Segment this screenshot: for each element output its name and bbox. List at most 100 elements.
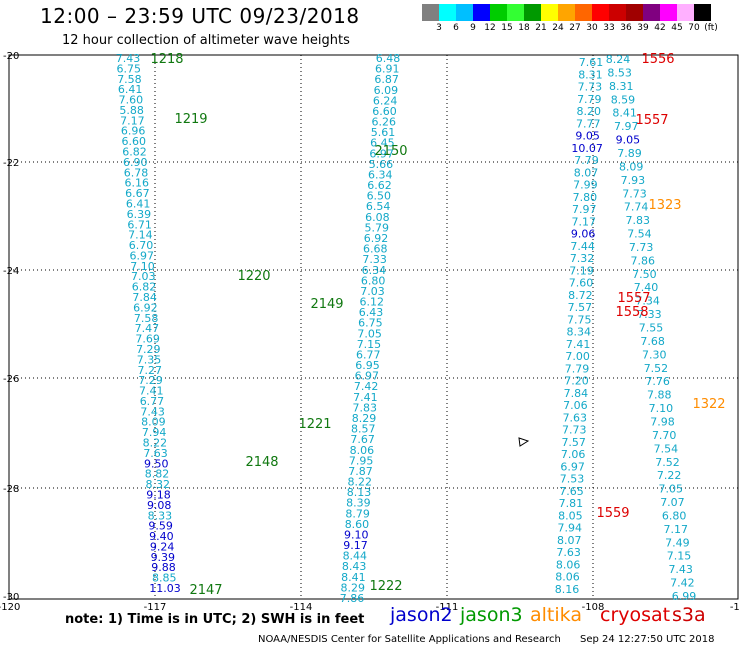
wave-height-value: 7.29 <box>138 374 163 387</box>
legend-swatch <box>677 4 694 21</box>
wave-height-value: 8.43 <box>342 560 367 573</box>
wave-height-value: 7.34 <box>635 295 660 308</box>
jason2-label: jason2 <box>390 604 453 626</box>
wave-height-value: 6.62 <box>367 179 392 192</box>
wave-height-value: 7.87 <box>348 465 373 478</box>
wave-height-value: 7.40 <box>634 281 659 294</box>
wave-height-value: 7.77 <box>576 117 601 130</box>
wave-height-value: 7.32 <box>570 252 595 265</box>
wave-height-value: 8.39 <box>346 497 371 510</box>
wave-height-value: 7.41 <box>139 385 164 398</box>
wave-height-value: 6.50 <box>367 190 392 203</box>
wave-height-value: 6.97 <box>355 370 380 383</box>
wave-height-value: 7.61 <box>579 56 604 69</box>
legend-label: 39 <box>637 23 649 33</box>
wave-height-value: 6.82 <box>132 281 157 294</box>
wave-height-value: 7.00 <box>565 350 590 363</box>
wave-height-value: 7.73 <box>629 241 654 254</box>
wave-height-value: 7.99 <box>573 179 598 192</box>
wave-height-value: 7.86 <box>340 592 365 605</box>
wave-height-value: 6.78 <box>124 166 149 179</box>
wave-height-value: 6.92 <box>133 301 158 314</box>
wave-height-value: 6.75 <box>358 317 383 330</box>
wave-height-value: 5.88 <box>119 104 144 117</box>
wave-height-value: 7.55 <box>639 322 664 335</box>
generation-timestamp: Sep 24 12:27:50 UTC 2018 <box>580 634 715 645</box>
legend-label: 18 <box>518 23 530 33</box>
wave-height-value: 7.06 <box>561 448 586 461</box>
legend-swatch <box>643 4 660 21</box>
wave-height-value: 7.69 <box>135 333 160 346</box>
wave-height-value: 6.34 <box>368 168 393 181</box>
legend-swatch <box>558 4 575 21</box>
jason3-label: jason3 <box>460 604 523 626</box>
wave-height-value: 7.43 <box>668 563 693 576</box>
legend-label: 42 <box>654 23 666 33</box>
wave-height-value: 7.42 <box>354 380 379 393</box>
wave-height-value: 8.29 <box>352 412 377 425</box>
wave-height-value: 7.80 <box>573 191 598 204</box>
legend-label: 33 <box>603 23 615 33</box>
wave-height-value: 8.31 <box>609 80 634 93</box>
wave-height-value: 7.95 <box>349 454 374 467</box>
wave-height-value: 7.63 <box>563 411 588 424</box>
wave-height-value: 7.84 <box>564 387 589 400</box>
wave-height-value: 8.82 <box>145 468 170 481</box>
wave-height-value: 8.09 <box>141 416 166 429</box>
wave-height-value: 7.79 <box>565 362 590 375</box>
wave-height-value: 7.94 <box>142 426 167 439</box>
wave-height-value: 8.32 <box>145 478 170 491</box>
wave-height-value: 9.05 <box>616 134 641 147</box>
wave-height-value: 7.97 <box>572 203 597 216</box>
wave-height-value: 7.60 <box>119 94 144 107</box>
lon-tick-label: -111 <box>436 602 459 613</box>
wave-height-value: 8.22 <box>143 437 168 450</box>
wave-height-value: 6.97 <box>560 460 585 473</box>
wave-height-value: 8.41 <box>341 571 366 584</box>
wave-height-value: 7.54 <box>627 228 652 241</box>
wave-height-value: 6.92 <box>364 232 389 245</box>
wave-height-value: 6.80 <box>361 274 386 287</box>
lat-tick-label: -26 <box>3 374 19 385</box>
wave-height-value: 7.75 <box>567 313 592 326</box>
lat-tick-label: -20 <box>3 51 19 62</box>
lat-tick-label: -28 <box>3 484 19 495</box>
wave-height-value: 8.44 <box>343 550 368 563</box>
legend-label: 24 <box>552 23 564 33</box>
legend-label: 12 <box>484 23 496 33</box>
pass-time-label: 1558 <box>615 305 648 320</box>
legend-swatch <box>694 4 711 21</box>
wave-height-value: 9.08 <box>147 499 172 512</box>
wave-height-value: 7.70 <box>652 429 677 442</box>
wave-height-value: 7.20 <box>564 375 589 388</box>
wave-height-value: 9.39 <box>151 551 176 564</box>
wave-height-value: 8.06 <box>350 444 375 457</box>
legend-swatch <box>490 4 507 21</box>
wave-height-value: 6.09 <box>374 84 399 97</box>
wave-height-value: 7.79 <box>577 93 602 106</box>
wave-height-value: 8.33 <box>148 509 173 522</box>
wave-height-value: 7.60 <box>569 277 594 290</box>
wave-height-value: 6.97 <box>130 249 155 262</box>
wave-height-value: 7.88 <box>647 389 672 402</box>
legend-label: 21 <box>535 23 547 33</box>
wave-height-value: 7.86 <box>631 254 656 267</box>
wave-height-value: 7.58 <box>117 73 142 86</box>
pass-time-label: 2147 <box>189 583 222 598</box>
wave-height-value: 7.68 <box>640 335 665 348</box>
wave-height-value: 7.17 <box>120 114 145 127</box>
wave-height-value: 8.22 <box>348 476 373 489</box>
wave-height-value: 8.05 <box>558 509 583 522</box>
wave-height-value: 7.79 <box>574 154 599 167</box>
lat-tick-label: -30 <box>3 592 19 603</box>
lon-tick-label: -117 <box>144 602 167 613</box>
pass-time-label: 1218 <box>150 52 183 67</box>
map-frame <box>8 54 739 600</box>
legend-label: 45 <box>671 23 683 33</box>
legend-label: 9 <box>470 23 476 33</box>
wave-height-value: 7.89 <box>617 147 642 160</box>
wave-height-value: 6.77 <box>356 348 381 361</box>
wave-height-value: 9.06 <box>571 228 596 241</box>
wave-height-value: 9.17 <box>343 539 368 552</box>
wave-height-value: 9.88 <box>151 561 176 574</box>
